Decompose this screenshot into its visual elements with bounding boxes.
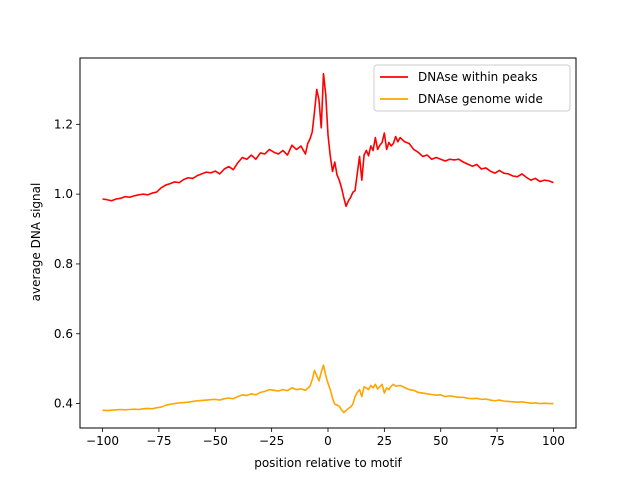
- legend-label-within-peaks: DNAse within peaks: [418, 70, 538, 84]
- legend-label-genome-wide: DNAse genome wide: [418, 92, 543, 106]
- series-line-within-peaks: [102, 72, 554, 208]
- legend-box: [373, 64, 571, 112]
- x-tick-label: 100: [542, 434, 565, 448]
- x-tick-label: −50: [203, 434, 228, 448]
- x-tick-label: 75: [489, 434, 504, 448]
- y-tick-label: 1.0: [54, 187, 73, 201]
- y-tick-label: 0.6: [54, 327, 73, 341]
- y-tick-label: 1.2: [54, 117, 73, 131]
- x-tick-label: 50: [433, 434, 448, 448]
- series-line-genome-wide: [102, 364, 554, 414]
- x-tick-label: −25: [259, 434, 284, 448]
- series-layer: [102, 72, 554, 414]
- x-axis-label: position relative to motif: [254, 456, 402, 470]
- x-tick-label: 0: [324, 434, 332, 448]
- axes-layer: −100 −75 −50 −25 0 25 50 75 100 0.4 0.6 0.8 1.0 1.2: [54, 57, 577, 448]
- y-tick-label: 0.4: [54, 397, 73, 411]
- y-tick-label: 0.8: [54, 257, 73, 271]
- x-tick-label: −75: [146, 434, 171, 448]
- legend: DNAse within peaks DNAse genome wide: [373, 64, 571, 112]
- x-tick-label: 25: [377, 434, 392, 448]
- x-tick-label: −100: [86, 434, 119, 448]
- y-axis-label: average DNA signal: [29, 183, 43, 302]
